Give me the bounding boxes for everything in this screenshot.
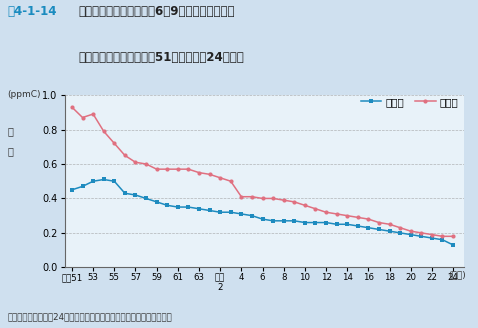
Text: 資料：環境省「平成24年度大気汚染状況について（報道発表資料）」: 資料：環境省「平成24年度大気汚染状況について（報道発表資料）」	[7, 313, 172, 321]
Text: 値の経年変化推移（昭和51年度〜平成24年度）: 値の経年変化推移（昭和51年度〜平成24年度）	[79, 51, 245, 64]
Text: 濃: 濃	[8, 126, 13, 136]
Text: 非メタン炭化水素の午前6〜9時における年平均: 非メタン炭化水素の午前6〜9時における年平均	[79, 5, 235, 18]
Legend: 一般局, 自排局: 一般局, 自排局	[360, 97, 458, 107]
Text: (ppmC): (ppmC)	[7, 90, 41, 99]
Text: (年度): (年度)	[448, 271, 466, 279]
Text: 度: 度	[8, 146, 13, 156]
Text: 図4-1-14: 図4-1-14	[7, 5, 57, 18]
